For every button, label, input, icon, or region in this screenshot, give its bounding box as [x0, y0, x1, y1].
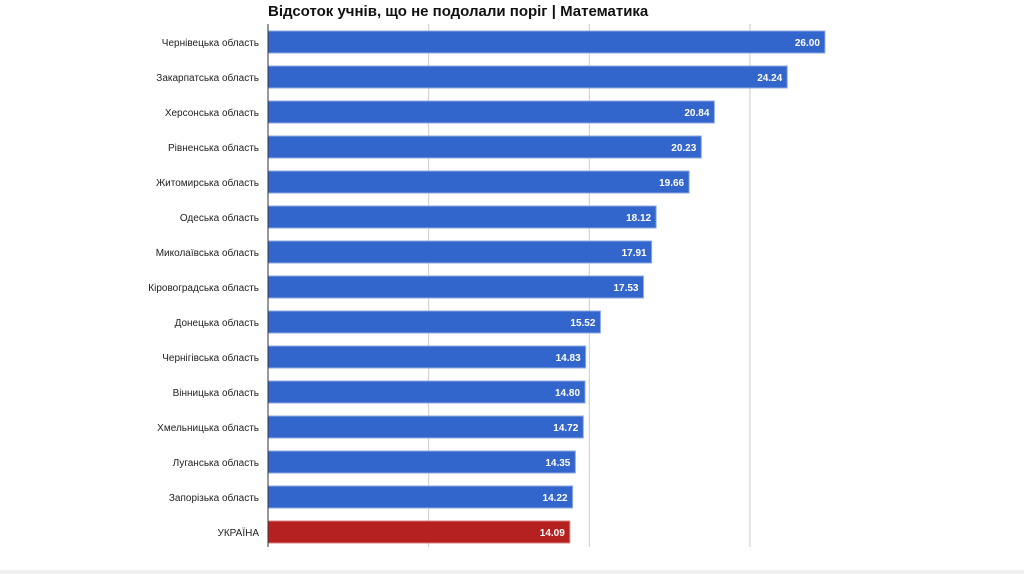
category-label: Луганська область: [173, 457, 259, 469]
data-label: 15.52: [570, 318, 595, 329]
data-label: 19.66: [659, 178, 684, 189]
bar: [267, 415, 584, 439]
data-label: 14.72: [553, 423, 578, 434]
chart-title: Відсоток учнів, що не подолали поріг | М…: [268, 3, 649, 20]
data-label: 14.35: [545, 458, 570, 469]
bar: [267, 485, 574, 509]
bar: [267, 65, 788, 89]
data-label: 24.24: [757, 73, 782, 84]
category-label: Одеська область: [180, 212, 259, 224]
data-label: 20.84: [684, 108, 709, 119]
data-label: 17.53: [613, 283, 638, 294]
category-label: Закарпатська область: [156, 72, 259, 84]
data-label: 14.83: [556, 353, 581, 364]
bar: [267, 450, 576, 474]
category-label: Запорізька область: [169, 492, 259, 504]
data-label: 18.12: [626, 213, 651, 224]
bar: [267, 310, 601, 334]
category-label: Миколаївська область: [156, 247, 259, 259]
category-label: УКРАЇНА: [217, 527, 259, 539]
bottom-strip: [0, 570, 1024, 574]
bar: [267, 380, 586, 404]
data-label: 17.91: [622, 248, 647, 259]
category-label: Вінницька область: [173, 387, 259, 399]
category-label: Хмельницька область: [157, 422, 259, 434]
bar: [267, 345, 587, 369]
bar: [267, 240, 653, 264]
bar: [267, 205, 657, 229]
bar: [267, 170, 690, 194]
bar: [267, 275, 644, 299]
data-label: 26.00: [795, 38, 820, 49]
category-label: Херсонська область: [165, 107, 259, 119]
data-label: 14.22: [543, 493, 568, 504]
bar: [267, 100, 715, 124]
data-label: 14.09: [540, 528, 565, 539]
data-label: 20.23: [671, 143, 696, 154]
category-label: Кіровоградська область: [148, 282, 259, 294]
category-label: Рівненська область: [168, 142, 259, 154]
bar: [267, 520, 571, 544]
category-label: Чернівецька область: [162, 37, 259, 49]
data-label: 14.80: [555, 388, 580, 399]
category-label: Чернігівська область: [162, 352, 259, 364]
category-label: Донецька область: [175, 317, 259, 329]
bar: [267, 30, 826, 54]
category-label: Житомирська область: [156, 177, 259, 189]
bar: [267, 135, 702, 159]
